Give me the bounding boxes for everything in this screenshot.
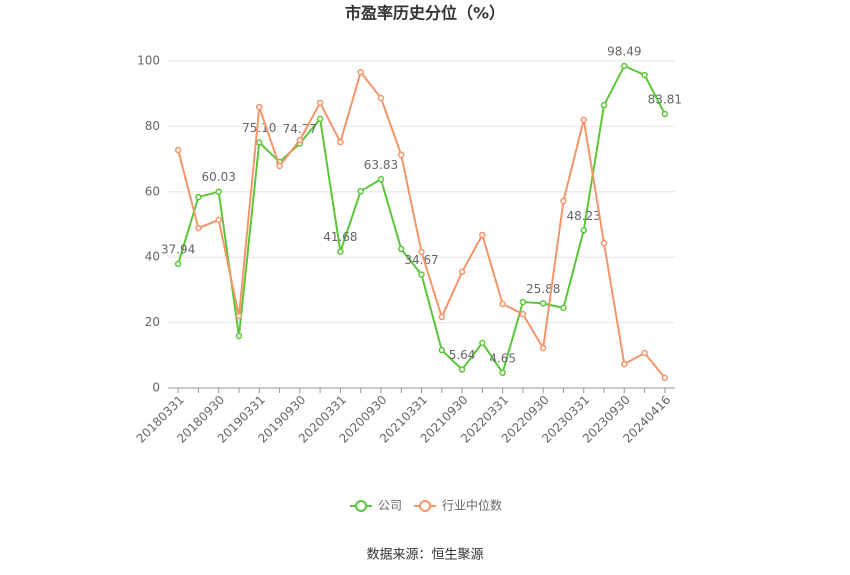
- point: [519, 298, 527, 306]
- point: [600, 101, 608, 109]
- point: [499, 369, 506, 377]
- data-label: 63.83: [364, 158, 398, 172]
- point: [316, 99, 324, 107]
- point: [479, 231, 486, 239]
- point: [641, 349, 648, 357]
- chart-title: 市盈率历史分位（%）: [345, 4, 505, 23]
- data-label: 98.49: [607, 44, 641, 58]
- point: [235, 332, 243, 340]
- point: [499, 300, 506, 308]
- point: [276, 162, 283, 170]
- point: [377, 176, 385, 183]
- point: [296, 136, 304, 144]
- point: [357, 187, 364, 195]
- data-label: 37.94: [161, 242, 195, 256]
- point: [458, 268, 466, 276]
- point: [600, 239, 608, 247]
- point: [539, 344, 547, 352]
- point: [418, 271, 425, 278]
- y-tick-label: 100: [137, 54, 160, 68]
- point: [397, 151, 405, 159]
- data-label: 75.10: [242, 121, 276, 135]
- point: [560, 197, 567, 205]
- point: [621, 360, 628, 368]
- legend-marker: [355, 500, 367, 512]
- point: [519, 310, 527, 318]
- point: [438, 313, 446, 321]
- point: [621, 62, 628, 70]
- point: [195, 193, 202, 201]
- point: [438, 346, 446, 354]
- point: [337, 248, 344, 255]
- point: [560, 304, 567, 312]
- data-label: 34.67: [404, 253, 438, 267]
- point: [316, 115, 324, 123]
- point: [661, 110, 669, 118]
- point: [235, 312, 243, 320]
- point: [215, 188, 222, 195]
- point: [661, 374, 669, 382]
- point: [195, 224, 202, 232]
- data-label: 25.88: [526, 282, 560, 296]
- data-label: 41.68: [323, 230, 357, 244]
- y-tick-label: 80: [145, 119, 160, 133]
- y-tick-label: 60: [145, 184, 160, 198]
- point: [174, 146, 182, 154]
- y-tick-label: 20: [145, 315, 160, 329]
- point: [580, 227, 587, 234]
- data-label: 60.03: [202, 170, 236, 184]
- point: [256, 139, 263, 146]
- point: [397, 245, 405, 253]
- point: [458, 366, 466, 373]
- point: [174, 260, 182, 268]
- legend-label: 行业中位数: [442, 498, 502, 513]
- point: [539, 300, 547, 307]
- data-label: 83.81: [648, 92, 682, 106]
- point: [580, 116, 587, 124]
- data-label: 5.64: [449, 348, 476, 362]
- data-label: 48.23: [567, 209, 601, 223]
- data-label: 4.65: [489, 351, 516, 365]
- point: [418, 248, 425, 256]
- data-label: 74.77: [283, 122, 317, 136]
- source: 数据来源：恒生聚源: [366, 548, 483, 563]
- point: [357, 68, 364, 76]
- legend-label: 公司: [378, 499, 402, 513]
- point: [256, 103, 263, 111]
- point: [215, 216, 222, 224]
- y-tick-label: 40: [145, 250, 160, 264]
- y-tick-label: 0: [152, 381, 160, 395]
- point: [479, 339, 486, 347]
- point: [377, 94, 385, 102]
- point: [337, 138, 344, 146]
- point: [641, 71, 648, 79]
- legend-marker: [419, 500, 432, 512]
